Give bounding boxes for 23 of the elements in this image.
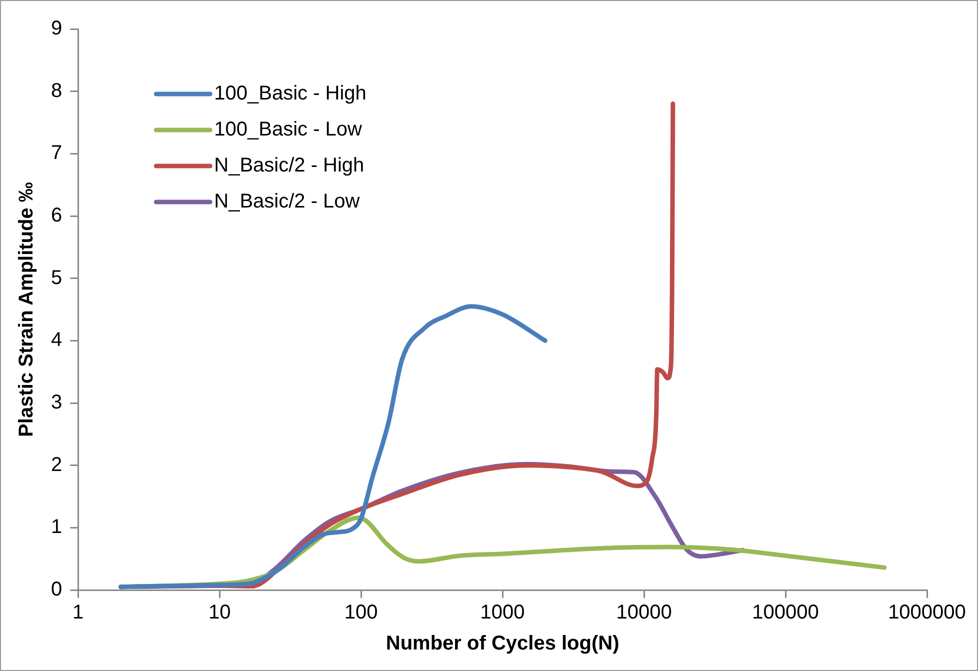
y-tick-label: 0: [51, 578, 62, 601]
x-tick-label: 10: [208, 602, 231, 624]
y-tick-label: 7: [51, 142, 62, 164]
y-tick-label: 9: [51, 18, 62, 40]
y-tick-label: 6: [51, 204, 62, 227]
x-tick-label: 10000: [616, 602, 672, 624]
y-tick-label: 2: [51, 454, 62, 476]
y-tick-label: 4: [51, 329, 62, 352]
y-tick-label: 8: [51, 80, 62, 102]
x-tick-label: 100: [344, 602, 378, 624]
legend-label: 100_Basic - Low: [214, 118, 363, 141]
x-tick-label: 1000: [480, 602, 525, 624]
legend-label: N_Basic/2 - High: [214, 154, 364, 177]
y-tick-label: 5: [51, 266, 62, 289]
legend-label: 100_Basic - High: [214, 82, 366, 105]
legend-label: N_Basic/2 - Low: [214, 190, 360, 213]
x-axis-title: Number of Cycles log(N): [386, 632, 620, 655]
x-tick-label: 100000: [752, 602, 819, 624]
y-tick-label: 1: [51, 516, 62, 538]
y-axis-title: Plastic Strain Amplitude ‰: [16, 182, 38, 437]
x-tick-label: 1: [72, 602, 84, 624]
y-tick-label: 3: [51, 392, 62, 414]
x-tick-label: 1000000: [888, 602, 966, 624]
